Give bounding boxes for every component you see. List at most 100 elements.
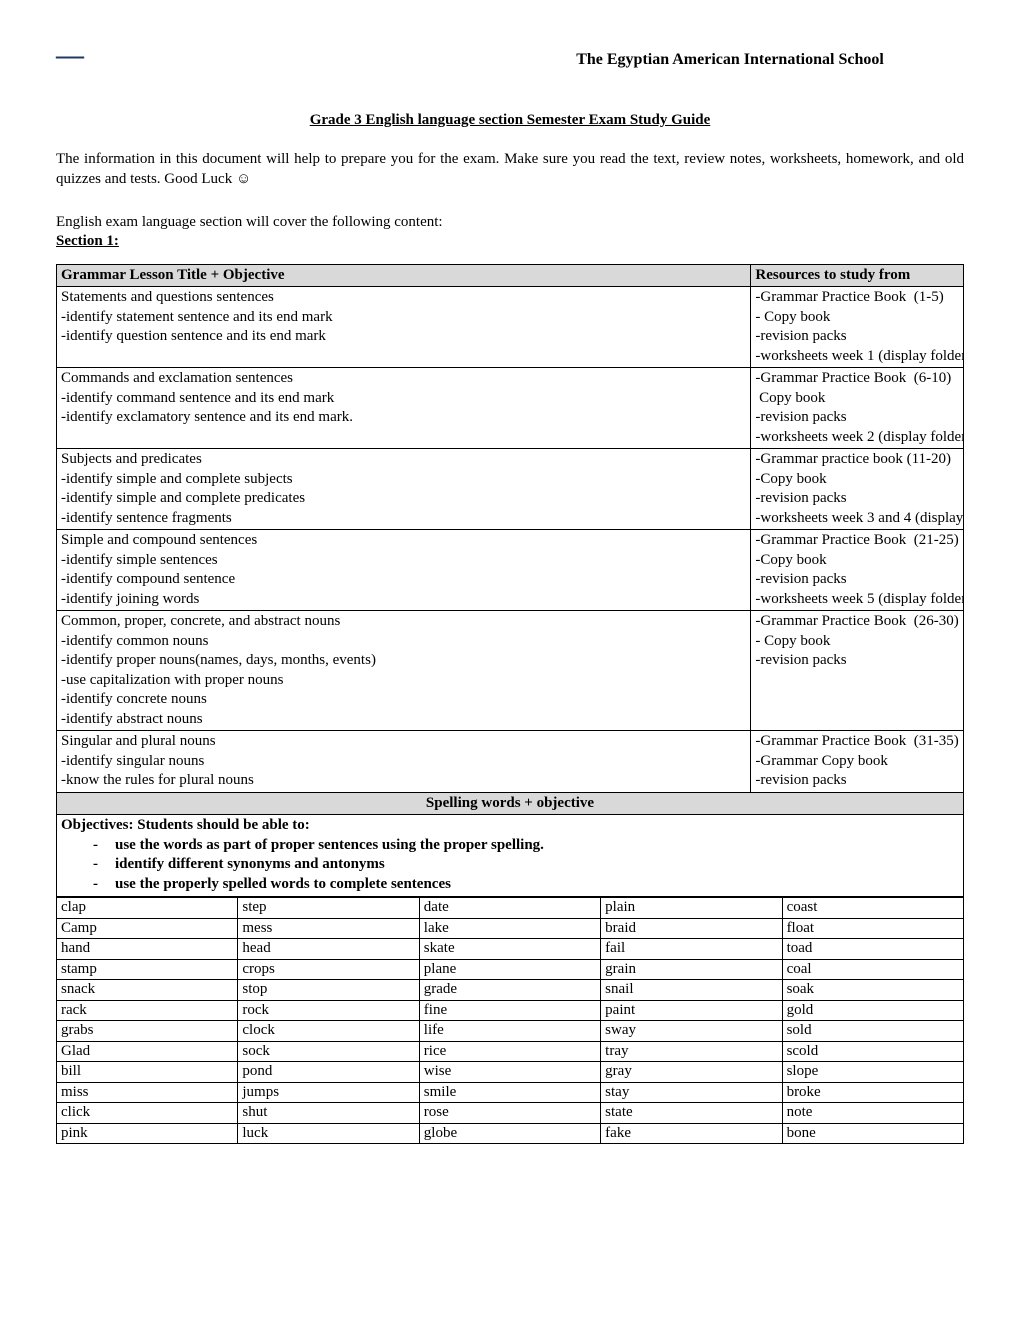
spelling-cell: step [238,898,419,919]
spelling-cell: Glad [57,1041,238,1062]
spelling-cell: braid [601,918,782,939]
spelling-row: rackrockfinepaintgold [57,1000,964,1021]
grammar-cell-right: -Grammar Practice Book (26-30) - Copy bo… [751,611,964,731]
spelling-cell: pond [238,1062,419,1083]
spelling-cell: snail [601,980,782,1001]
school-name: The Egyptian American International Scho… [96,51,964,69]
grammar-row: Simple and compound sentences -identify … [57,530,964,611]
grammar-cell-left: Commands and exclamation sentences -iden… [57,368,751,449]
spelling-row: handheadskatefailtoad [57,939,964,960]
grammar-header-left: Grammar Lesson Title + Objective [57,264,751,287]
spelling-cell: coal [782,959,963,980]
grammar-row: Common, proper, concrete, and abstract n… [57,611,964,731]
grammar-cell-right: -Grammar Practice Book (21-25) -Copy boo… [751,530,964,611]
spelling-cell: tray [601,1041,782,1062]
header-row: — The Egyptian American International Sc… [56,40,964,72]
spelling-cell: head [238,939,419,960]
grammar-cell-left: Common, proper, concrete, and abstract n… [57,611,751,731]
spelling-cell: miss [57,1082,238,1103]
spelling-row: clickshutrosestatenote [57,1103,964,1124]
spelling-cell: crops [238,959,419,980]
spelling-cell: clap [57,898,238,919]
spelling-cell: soak [782,980,963,1001]
objective-item: use the words as part of proper sentence… [115,836,959,856]
spelling-cell: float [782,918,963,939]
spelling-cell: jumps [238,1082,419,1103]
spelling-cell: gold [782,1000,963,1021]
grammar-header-right: Resources to study from [751,264,964,287]
spelling-row: stampcropsplanegraincoal [57,959,964,980]
spelling-row: Gladsockricetrayscold [57,1041,964,1062]
grammar-cell-left: Statements and questions sentences -iden… [57,287,751,368]
spelling-cell: sway [601,1021,782,1042]
page: — The Egyptian American International Sc… [0,0,1020,1164]
grammar-cell-right: -Grammar Practice Book (1-5) - Copy book… [751,287,964,368]
grammar-cell-right: -Grammar Practice Book (31-35) -Grammar … [751,731,964,793]
spelling-cell: clock [238,1021,419,1042]
objectives-row: Objectives: Students should be able to: … [57,815,964,897]
grammar-table: Grammar Lesson Title + Objective Resourc… [56,264,964,898]
grammar-row: Commands and exclamation sentences -iden… [57,368,964,449]
spelling-cell: coast [782,898,963,919]
objective-item: identify different synonyms and antonyms [115,855,959,875]
spelling-cell: smile [419,1082,600,1103]
grammar-cell-left: Singular and plural nouns -identify sing… [57,731,751,793]
spelling-cell: rack [57,1000,238,1021]
spelling-cell: sold [782,1021,963,1042]
spelling-cell: gray [601,1062,782,1083]
grammar-cell-left: Subjects and predicates -identify simple… [57,449,751,530]
spelling-cell: grade [419,980,600,1001]
spelling-row: Campmesslakebraidfloat [57,918,964,939]
spelling-cell: grain [601,959,782,980]
spelling-cell: pink [57,1123,238,1144]
spelling-cell: mess [238,918,419,939]
grammar-cell-right: -Grammar Practice Book (6-10) Copy book … [751,368,964,449]
spelling-row: missjumpssmilestaybroke [57,1082,964,1103]
spelling-cell: rose [419,1103,600,1124]
intro-paragraph: The information in this document will he… [56,149,964,190]
spelling-header-row: Spelling words + objective [57,792,964,815]
grammar-row: Statements and questions sentences -iden… [57,287,964,368]
spelling-cell: plane [419,959,600,980]
objective-item: use the properly spelled words to comple… [115,875,959,895]
spelling-cell: note [782,1103,963,1124]
spelling-row: grabsclocklifeswaysold [57,1021,964,1042]
spelling-cell: stamp [57,959,238,980]
spelling-cell: stop [238,980,419,1001]
spelling-cell: Camp [57,918,238,939]
spelling-cell: fine [419,1000,600,1021]
spelling-cell: snack [57,980,238,1001]
spelling-cell: slope [782,1062,963,1083]
section-1-label: Section 1: [56,233,964,250]
spelling-cell: luck [238,1123,419,1144]
spelling-cell: rock [238,1000,419,1021]
grammar-header-row: Grammar Lesson Title + Objective Resourc… [57,264,964,287]
objectives-list: use the words as part of proper sentence… [61,836,959,895]
coverage-line: English exam language section will cover… [56,214,964,231]
spelling-cell: stay [601,1082,782,1103]
spelling-cell: wise [419,1062,600,1083]
spelling-cell: scold [782,1041,963,1062]
grammar-row: Singular and plural nouns -identify sing… [57,731,964,793]
spelling-row: snackstopgradesnailsoak [57,980,964,1001]
spelling-cell: bone [782,1123,963,1144]
spelling-row: pinkluckglobefakebone [57,1123,964,1144]
spelling-cell: broke [782,1082,963,1103]
objectives-cell: Objectives: Students should be able to: … [57,815,964,897]
spelling-table: clapstepdateplaincoastCampmesslakebraidf… [56,897,964,1144]
spelling-cell: rice [419,1041,600,1062]
objectives-lead: Objectives: Students should be able to: [61,816,959,836]
grammar-cell-left: Simple and compound sentences -identify … [57,530,751,611]
dash-mark: — [56,40,96,72]
spelling-cell: globe [419,1123,600,1144]
spelling-cell: bill [57,1062,238,1083]
grammar-row: Subjects and predicates -identify simple… [57,449,964,530]
spelling-cell: lake [419,918,600,939]
spelling-row: clapstepdateplaincoast [57,898,964,919]
spelling-cell: fake [601,1123,782,1144]
spelling-cell: paint [601,1000,782,1021]
doc-title: Grade 3 English language section Semeste… [56,112,964,129]
spelling-cell: grabs [57,1021,238,1042]
spelling-cell: fail [601,939,782,960]
spelling-cell: hand [57,939,238,960]
